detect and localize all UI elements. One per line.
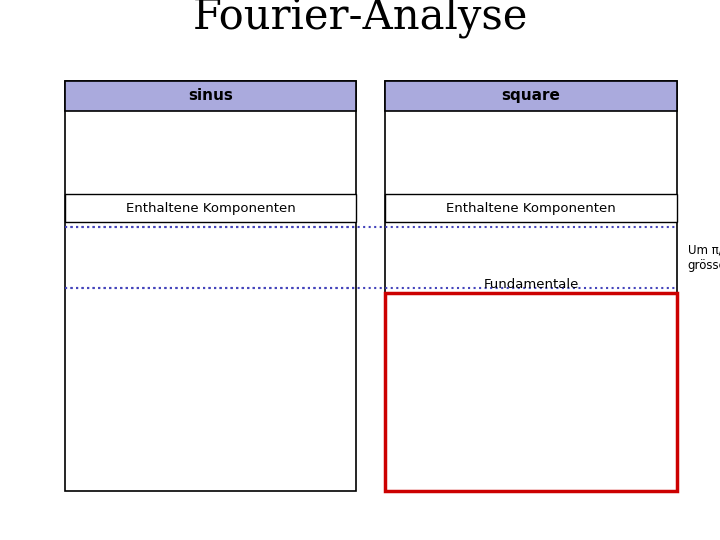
Text: sinus: sinus xyxy=(188,89,233,103)
Text: square: square xyxy=(502,89,560,103)
Text: Um π/4
grösser: Um π/4 grösser xyxy=(688,244,720,272)
Text: 7. Harmonische: 7. Harmonische xyxy=(482,470,580,483)
Text: 5. Harmonische: 5. Harmonische xyxy=(482,404,580,417)
Text: Fundamentale: Fundamentale xyxy=(483,278,579,291)
Text: 2π: 2π xyxy=(204,188,217,198)
Text: Enthaltene Komponenten: Enthaltene Komponenten xyxy=(126,202,295,215)
Text: 3. Harmonische: 3. Harmonische xyxy=(482,338,580,351)
Text: Fourier-Analyse: Fourier-Analyse xyxy=(192,0,528,38)
Text: Enthaltene Komponenten: Enthaltene Komponenten xyxy=(446,202,616,215)
Text: 2π: 2π xyxy=(525,188,537,198)
